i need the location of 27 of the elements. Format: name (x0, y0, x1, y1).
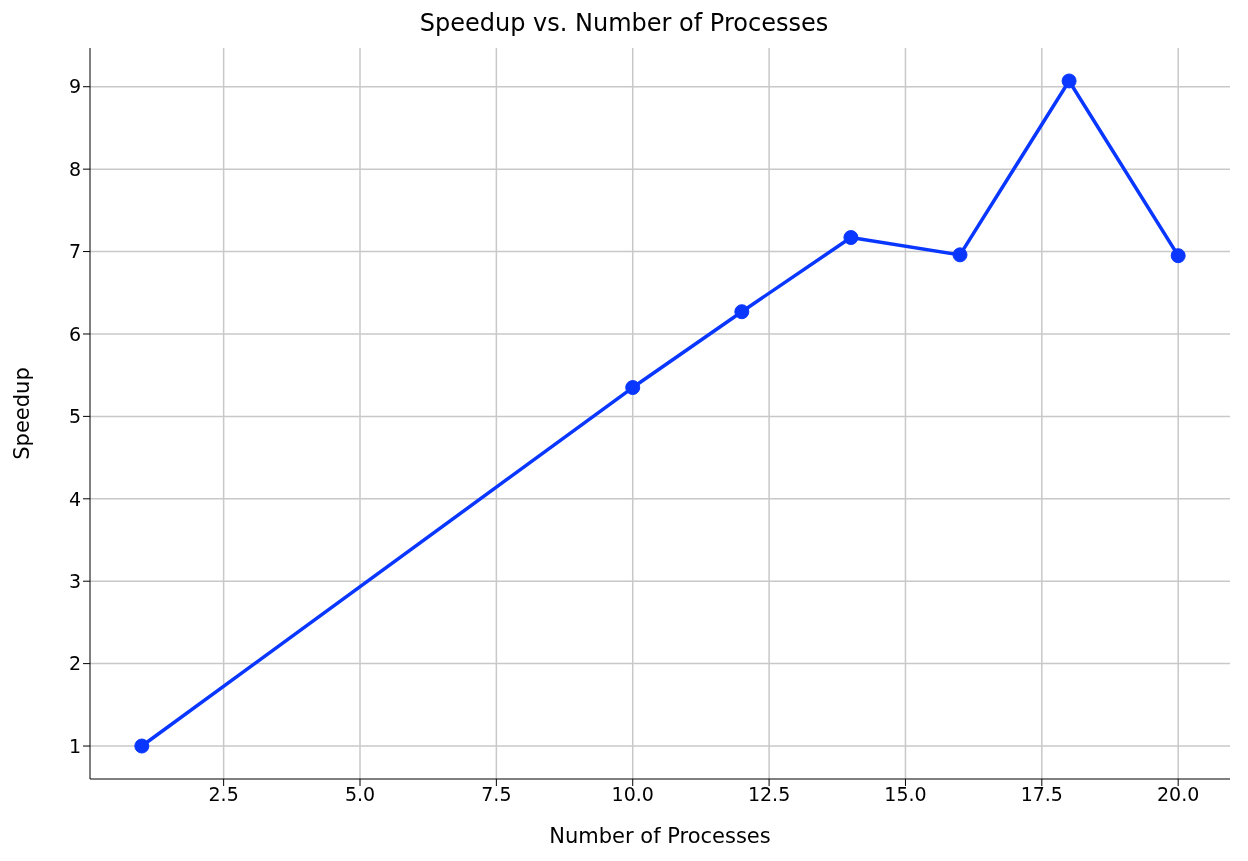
y-tick-label: 6 (68, 322, 81, 345)
y-tick-label: 3 (68, 569, 81, 592)
x-tick-label: 5.0 (344, 783, 376, 806)
point (734, 304, 750, 320)
point (625, 380, 641, 396)
x-tick-label: 2.5 (208, 783, 239, 806)
x-tick-label: 20.0 (1157, 783, 1200, 806)
point (843, 230, 859, 246)
point (1170, 248, 1186, 264)
point (1061, 73, 1077, 89)
point (134, 738, 150, 754)
y-tick-label: 2 (68, 652, 81, 675)
y-axis-title: Speedup (10, 367, 35, 460)
point (952, 247, 968, 263)
x-tick-label: 17.5 (1020, 783, 1063, 806)
y-tick-label: 1 (68, 734, 81, 757)
y-tick-label: 8 (68, 157, 81, 180)
x-tick-label: 15.0 (884, 783, 927, 806)
x-tick-label: 7.5 (481, 783, 512, 806)
y-tick-label: 5 (68, 405, 81, 428)
x-tick-label: 10.0 (611, 783, 654, 806)
x-tick-label: 12.5 (747, 783, 791, 806)
y-tick-label: 7 (68, 240, 81, 263)
x-axis-title: Number of Processes (549, 824, 771, 848)
chart-title: Speedup vs. Number of Processes (418, 8, 830, 39)
y-tick-label: 4 (68, 487, 81, 510)
y-tick-label: 9 (68, 75, 81, 98)
